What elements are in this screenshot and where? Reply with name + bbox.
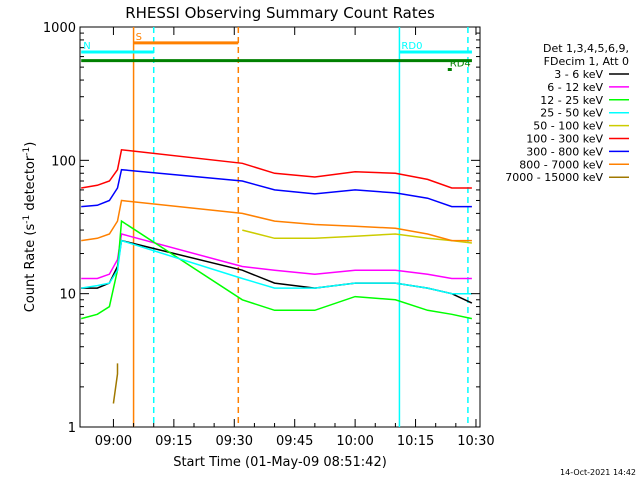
series-line bbox=[81, 168, 472, 208]
y-axis-label: Count Rate (s-1 detector-1) bbox=[22, 142, 38, 313]
y-axis-label-part1: Count Rate (s bbox=[23, 224, 38, 313]
legend-header-line2: FDecim 1, Att 0 bbox=[544, 55, 629, 68]
legend-label: 12 - 25 keV bbox=[540, 94, 603, 107]
legend-label: 3 - 6 keV bbox=[554, 68, 603, 81]
x-tick-label: 10:15 bbox=[397, 434, 434, 449]
marker-lines bbox=[132, 27, 469, 427]
legend: Det 1,3,4,5,6,9, FDecim 1, Att 0 3 - 6 k… bbox=[505, 42, 629, 184]
x-tick-label: 10:30 bbox=[457, 434, 494, 449]
series-line bbox=[81, 233, 472, 280]
series-lines bbox=[81, 148, 473, 404]
legend-header-line1: Det 1,3,4,5,6,9, bbox=[543, 42, 629, 55]
plot-frame bbox=[79, 26, 481, 428]
state-band-label: S bbox=[136, 32, 142, 43]
legend-label: 7000 - 15000 keV bbox=[505, 171, 603, 184]
x-axis: 09:00 09:15 09:30 09:45 10:00 10:15 10:30 bbox=[95, 27, 495, 449]
y-axis-label-sup1: -1 bbox=[22, 215, 32, 224]
legend-label: 300 - 800 keV bbox=[526, 145, 603, 158]
legend-label: 25 - 50 keV bbox=[540, 107, 603, 120]
legend-label: 800 - 7000 keV bbox=[519, 158, 603, 171]
y-tick-label: 10 bbox=[59, 288, 76, 303]
series-line bbox=[112, 363, 119, 404]
state-band-label: RD4 bbox=[450, 59, 471, 70]
state-band-label: RD0 bbox=[401, 41, 422, 52]
timestamp: 14-Oct-2021 14:42 bbox=[560, 468, 636, 477]
y-tick-label: 1 bbox=[68, 421, 76, 436]
series-line bbox=[81, 239, 472, 295]
y-axis-label-part3: ) bbox=[23, 142, 38, 147]
y-axis-label-sup2: -1 bbox=[22, 147, 32, 156]
x-tick-label: 09:30 bbox=[216, 434, 253, 449]
legend-label: 6 - 12 keV bbox=[547, 81, 603, 94]
band-lines: S N RD0 RD4 bbox=[81, 32, 472, 72]
state-band-label: N bbox=[83, 41, 90, 52]
x-axis-label: Start Time (01-May-09 08:51:42) bbox=[173, 455, 387, 470]
y-tick-label: 1000 bbox=[43, 21, 76, 36]
x-tick-label: 09:15 bbox=[155, 434, 192, 449]
chart-title: RHESSI Observing Summary Count Rates bbox=[125, 4, 435, 22]
y-axis: 1 10 100 1000 bbox=[43, 21, 480, 436]
legend-label: 50 - 100 keV bbox=[533, 120, 603, 133]
y-tick-label: 100 bbox=[51, 154, 76, 169]
series-line bbox=[81, 199, 472, 242]
series-line bbox=[81, 219, 473, 320]
x-tick-label: 10:00 bbox=[336, 434, 373, 449]
y-axis-label-part2: detector bbox=[23, 155, 38, 215]
x-tick-label: 09:00 bbox=[95, 434, 132, 449]
series-line bbox=[81, 148, 472, 189]
x-tick-label: 09:45 bbox=[276, 434, 313, 449]
plot-area bbox=[79, 26, 481, 428]
legend-label: 100 - 300 keV bbox=[526, 133, 603, 146]
